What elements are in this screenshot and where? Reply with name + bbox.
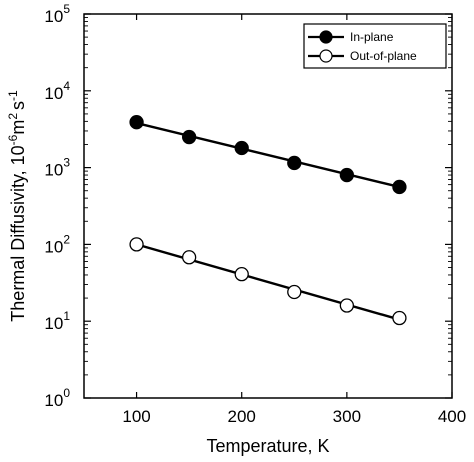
in-plane-point [339,167,355,183]
plot-frame [83,13,453,399]
y-tick-label: 104 [44,79,70,103]
y-tick-label: 101 [44,309,70,333]
legend-marker-in-plane [319,30,333,44]
legend: In-plane Out-of-plane [303,23,447,69]
in-plane-point [129,115,144,130]
y-tick-labels: 100 101 102 103 104 105 [44,2,70,410]
data-points [129,115,407,326]
x-axis-title: Temperature, K [206,436,329,456]
x-tick-labels: 100 200 300 400 [122,407,466,426]
fit-line [136,243,400,321]
out-of-plane-point [339,298,355,313]
out-of-plane-point [287,284,302,300]
y-tick-label: 103 [44,156,70,180]
out-of-plane-point [392,310,407,326]
y-tick-label: 105 [44,2,70,26]
x-tick-label: 200 [228,407,256,426]
y-tick-label: 102 [44,232,70,256]
y-axis-title: Thermal Diffusivity, 10-6m2s-1 [6,90,28,322]
out-of-plane-point [181,250,197,265]
x-tick-label: 400 [438,407,466,426]
out-of-plane-point [234,266,249,282]
in-plane-point [234,140,249,156]
y-tick-label: 100 [44,386,70,410]
in-plane-point [287,155,302,171]
legend-label-out-of-plane: Out-of-plane [350,49,417,63]
in-plane-point [392,179,407,195]
x-tick-label: 300 [333,407,361,426]
out-of-plane-point [129,237,144,252]
axis-ticks [84,13,453,399]
fit-line [136,121,400,189]
x-tick-label: 100 [122,407,150,426]
fit-lines [136,121,400,321]
in-plane-point [181,129,197,145]
legend-marker-out-of-plane [319,49,333,63]
legend-label-in-plane: In-plane [350,30,394,44]
